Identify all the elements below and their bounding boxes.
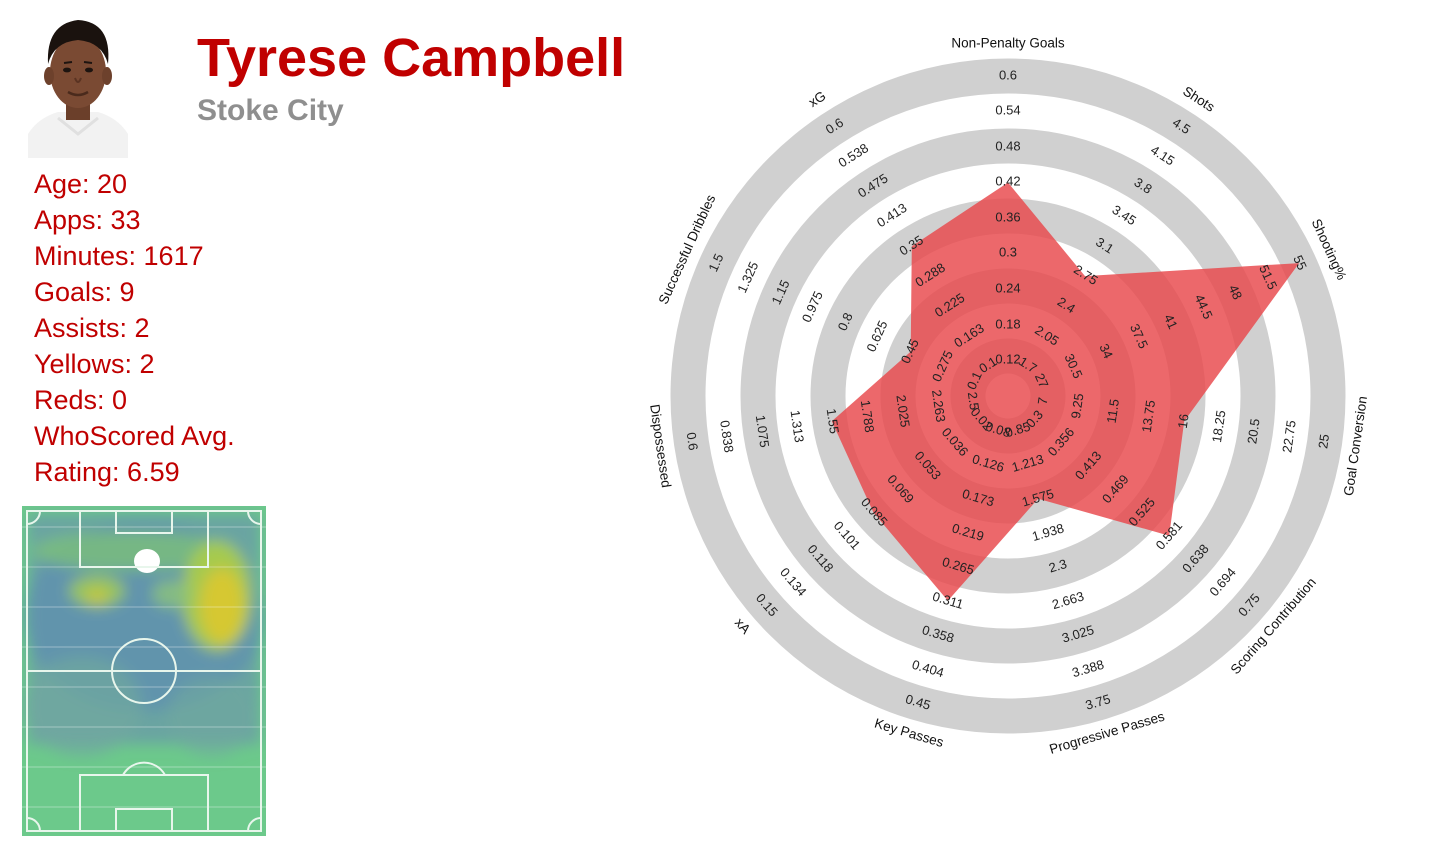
tick-label: 9.25 xyxy=(1068,392,1086,419)
axis-label: Non-Penalty Goals xyxy=(951,36,1065,51)
tick-label: 0.85 xyxy=(1004,419,1033,441)
tick-label: 0.54 xyxy=(995,102,1020,117)
tick-label: 41 xyxy=(1161,312,1181,331)
tick-label: 1.788 xyxy=(858,399,877,433)
tick-label: 0.404 xyxy=(910,657,945,681)
tick-label: 20.5 xyxy=(1244,418,1262,445)
tick-label: 2.025 xyxy=(893,394,912,428)
tick-label: 18.25 xyxy=(1209,409,1228,443)
tick-label: 0.838 xyxy=(717,419,736,453)
tick-label: 4.15 xyxy=(1148,142,1177,168)
tick-label: 25 xyxy=(1315,433,1332,449)
tick-label: 0.6 xyxy=(999,67,1017,82)
tick-label: 0.8 xyxy=(835,310,856,333)
tick-label: 1.5 xyxy=(705,251,726,274)
tick-label: 0.1 xyxy=(964,369,985,392)
radar-polygon xyxy=(831,182,1300,601)
stat-age: Age: 20 xyxy=(34,169,128,199)
tick-label: 1.313 xyxy=(788,409,807,443)
tick-label: 48 xyxy=(1226,282,1246,301)
tick-label: 0.625 xyxy=(863,318,890,354)
axis-label: xA xyxy=(732,615,754,637)
player-stats-list: Age: 20 Apps: 33 Minutes: 1617 Goals: 9 … xyxy=(34,166,235,490)
radar-chart: 0.120.180.240.30.360.420.480.540.61.72.0… xyxy=(647,36,1370,757)
axis-label: Dispossessed xyxy=(647,403,674,488)
tick-label: 7 xyxy=(1035,396,1051,405)
tick-label: 1.325 xyxy=(734,259,761,295)
stat-minutes: Minutes: 1617 xyxy=(34,241,204,271)
stat-assists: Assists: 2 xyxy=(34,313,150,343)
tick-label: 0.18 xyxy=(995,316,1020,331)
player-photo xyxy=(28,6,128,158)
tick-label: 2.5 xyxy=(965,391,982,411)
axis-label: xG xyxy=(806,88,829,110)
tick-label: 55 xyxy=(1290,253,1310,272)
tick-label: 11.5 xyxy=(1104,398,1122,424)
heatmap-pitch xyxy=(22,506,266,836)
team-name: Stoke City xyxy=(197,94,344,127)
stat-goals: Goals: 9 xyxy=(34,277,135,307)
tick-label: 22.75 xyxy=(1279,419,1298,453)
tick-label: 3.45 xyxy=(1110,202,1139,228)
tick-label: 0.08 xyxy=(984,419,1013,441)
tick-label: 0.36 xyxy=(995,209,1020,224)
tick-label: 0.538 xyxy=(836,140,871,170)
stat-reds: Reds: 0 xyxy=(34,385,128,415)
tick-label: 3.388 xyxy=(1070,657,1105,681)
tick-label: 0.311 xyxy=(931,589,966,612)
tick-label: 0.42 xyxy=(995,173,1020,188)
axis-label: Goal Conversion xyxy=(1341,395,1370,497)
tick-label: 2.3 xyxy=(1047,556,1069,575)
tick-label: 0.413 xyxy=(874,200,909,230)
tick-label: 0.975 xyxy=(799,289,826,325)
tick-label: 1.075 xyxy=(753,414,772,448)
tick-label: 2.263 xyxy=(929,389,948,423)
tick-label: 3.75 xyxy=(1084,691,1113,713)
tick-label: 13.75 xyxy=(1139,399,1158,433)
tick-label: 1.55 xyxy=(824,408,842,435)
tick-label: 0.6 xyxy=(684,431,701,451)
player-name: Tyrese Campbell xyxy=(197,28,626,88)
tick-label: 27 xyxy=(1032,371,1052,390)
tick-label: 1.938 xyxy=(1030,520,1065,544)
tick-label: 0.24 xyxy=(995,280,1020,295)
stat-whoscored-label: WhoScored Avg. xyxy=(34,421,235,451)
stat-apps: Apps: 33 xyxy=(34,205,141,235)
tick-label: 16 xyxy=(1175,413,1192,429)
tick-label: 34 xyxy=(1096,341,1116,360)
tick-label: 0.3 xyxy=(999,244,1017,259)
stat-yellows: Yellows: 2 xyxy=(34,349,155,379)
tick-label: 2.663 xyxy=(1050,588,1085,612)
tick-label: 0.12 xyxy=(995,351,1020,366)
tick-label: 0.45 xyxy=(904,691,933,713)
tick-label: 0.48 xyxy=(995,138,1020,153)
stat-rating: Rating: 6.59 xyxy=(34,457,180,487)
